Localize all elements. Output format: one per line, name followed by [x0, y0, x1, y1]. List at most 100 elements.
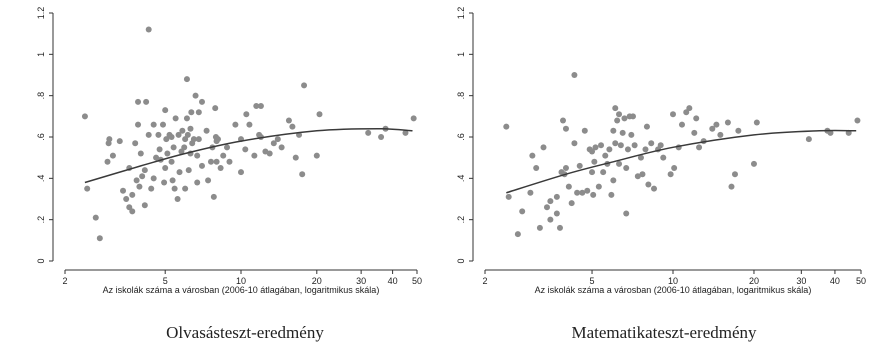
- data-point: [610, 177, 617, 184]
- data-point: [139, 173, 146, 180]
- data-point: [169, 177, 176, 184]
- data-point: [686, 105, 693, 112]
- data-point: [678, 121, 685, 128]
- x-tick-label: 5: [163, 276, 168, 286]
- data-point: [503, 123, 510, 130]
- data-point: [212, 105, 219, 112]
- data-point: [612, 140, 619, 147]
- data-point: [123, 196, 130, 202]
- data-point: [410, 115, 417, 122]
- data-point: [92, 214, 99, 221]
- data-point: [155, 131, 162, 138]
- data-point: [179, 127, 186, 134]
- data-point: [145, 131, 152, 138]
- data-point: [133, 177, 140, 184]
- data-point: [163, 136, 170, 143]
- data-point: [126, 204, 133, 211]
- data-point: [540, 144, 547, 151]
- data-point: [109, 152, 116, 159]
- x-tick-label: 20: [749, 276, 759, 286]
- reading-score-chart: 0 .2 .4 .6 .8 1 1.2 2 5 10 20 30 40 50 Az iskolák szám…: [36, 7, 422, 295]
- data-point: [274, 136, 281, 143]
- y-tick-label: .2: [36, 216, 46, 224]
- data-point: [135, 121, 142, 128]
- data-point: [671, 165, 678, 171]
- data-point: [643, 123, 650, 130]
- data-point: [213, 158, 220, 165]
- x-tick-label: 10: [236, 276, 246, 286]
- data-point: [579, 189, 586, 196]
- data-point: [210, 193, 217, 200]
- x-tick-label: 50: [856, 276, 866, 286]
- data-point: [805, 136, 812, 143]
- data-point: [402, 129, 409, 136]
- data-point: [194, 179, 201, 186]
- data-point: [629, 113, 636, 120]
- data-point: [854, 117, 861, 124]
- data-point: [129, 191, 136, 198]
- data-point: [266, 150, 273, 157]
- data-point: [156, 146, 163, 153]
- data-point: [608, 191, 615, 198]
- data-point: [162, 107, 169, 114]
- data-point: [547, 216, 554, 223]
- data-point: [562, 165, 569, 171]
- data-point: [623, 210, 630, 217]
- data-point: [619, 129, 626, 136]
- data-point: [120, 187, 127, 194]
- data-point: [598, 142, 605, 149]
- data-point: [612, 105, 619, 112]
- data-point: [571, 140, 578, 147]
- math-chart-caption: Matematikateszt-eredmény: [571, 323, 757, 342]
- data-point: [606, 146, 613, 153]
- y-tick-label: .4: [456, 175, 466, 183]
- data-point: [731, 171, 738, 178]
- data-point: [224, 144, 231, 151]
- data-point: [96, 235, 103, 242]
- data-point: [631, 142, 638, 149]
- y-tick-label: .8: [36, 92, 46, 100]
- data-point: [365, 129, 372, 136]
- data-point: [207, 158, 214, 165]
- data-point: [724, 119, 731, 126]
- fit-line: [506, 129, 857, 194]
- fit-line: [84, 127, 413, 184]
- x-axis-label: Az iskolák száma a városban (2006-10 átl…: [103, 285, 380, 295]
- x-tick-label: 40: [830, 276, 840, 286]
- data-point: [553, 193, 560, 200]
- data-point: [565, 183, 572, 190]
- data-point: [547, 198, 554, 205]
- data-point: [270, 140, 277, 147]
- data-point: [159, 121, 166, 128]
- data-point: [205, 177, 212, 184]
- data-point: [657, 142, 664, 149]
- data-point: [192, 92, 199, 99]
- data-point: [84, 185, 91, 192]
- data-point: [713, 121, 720, 128]
- data-point: [750, 160, 757, 167]
- data-point: [246, 121, 253, 128]
- reading-chart-caption: Olvasásteszt-eredmény: [166, 323, 324, 342]
- data-point: [214, 136, 221, 143]
- data-point: [141, 167, 148, 174]
- data-point: [242, 146, 249, 153]
- data-point: [543, 204, 550, 211]
- data-point: [584, 187, 591, 194]
- data-point: [651, 185, 658, 192]
- data-point: [194, 152, 201, 159]
- y-tick-label: 1: [36, 52, 46, 57]
- data-point: [251, 152, 258, 159]
- data-point: [195, 109, 202, 116]
- data-point: [143, 98, 150, 105]
- data-point: [529, 152, 536, 159]
- x-tick-label: 30: [356, 276, 366, 286]
- y-tick-label: 1: [456, 52, 466, 57]
- data-point: [645, 181, 652, 188]
- data-point: [285, 117, 292, 124]
- data-point: [667, 171, 674, 178]
- data-point: [183, 115, 190, 122]
- data-point: [175, 131, 182, 138]
- y-tick-label: .2: [456, 216, 466, 224]
- data-point: [634, 173, 641, 180]
